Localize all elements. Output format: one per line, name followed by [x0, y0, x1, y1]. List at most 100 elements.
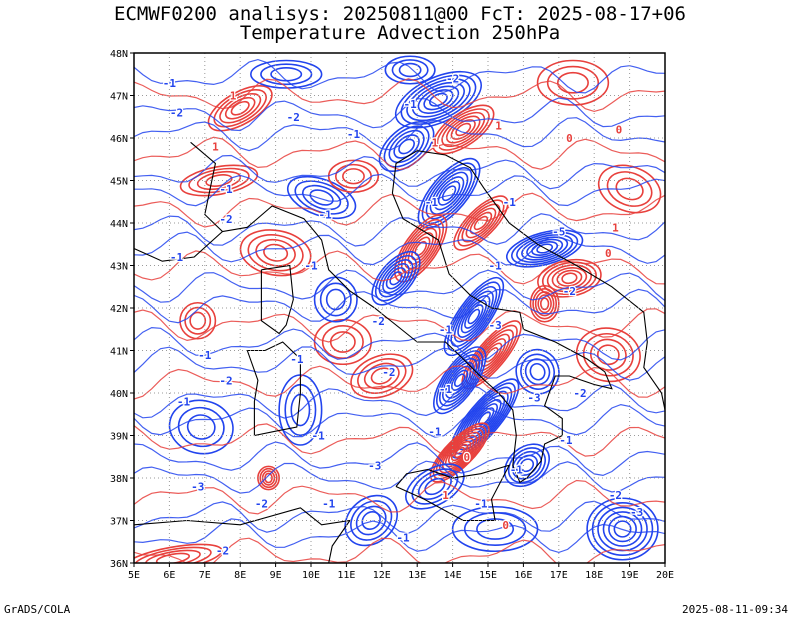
lat-tick-label: 47N: [110, 92, 128, 103]
contour-line: [134, 365, 665, 400]
lat-tick-label: 40N: [110, 389, 128, 400]
contour-label: -2: [372, 315, 385, 328]
contour-line: [613, 520, 632, 538]
contour-label: 1: [495, 119, 502, 132]
contour-line: [586, 497, 659, 561]
contour-line: [503, 443, 550, 488]
contour-line: [134, 192, 665, 228]
contour-line: [536, 59, 610, 106]
contour-layer: [134, 55, 665, 563]
contour-line: [344, 494, 398, 547]
contour-line: [615, 177, 644, 201]
contour-label: -2: [609, 489, 622, 502]
contour-line: [260, 63, 313, 86]
contour-label: -1: [403, 98, 417, 111]
contour-line: [189, 311, 207, 330]
contour-line: [575, 327, 641, 383]
lon-tick-label: 5E: [128, 570, 140, 581]
contour-line: [532, 288, 558, 320]
coastline: [190, 141, 613, 484]
contour-line: [454, 446, 466, 459]
contour-line: [424, 477, 446, 496]
contour-line: [506, 229, 584, 268]
lat-tick-label: 46N: [110, 134, 128, 145]
contour-line: [453, 373, 466, 388]
contour-line: [247, 234, 304, 272]
lon-tick-label: 6E: [163, 570, 175, 581]
contour-label: -1: [198, 349, 212, 362]
contour-label: -1: [219, 183, 233, 196]
contour-line: [463, 394, 506, 443]
contour-label: 0: [616, 124, 623, 137]
lon-tick-label: 11E: [337, 570, 355, 581]
contour-line: [464, 304, 484, 329]
lon-tick-label: 8E: [234, 570, 246, 581]
lon-tick-label: 7E: [199, 570, 211, 581]
contour-line: [378, 259, 414, 298]
contour-line: [433, 346, 487, 415]
contour-label: -2: [287, 111, 300, 124]
lat-tick-label: 39N: [110, 432, 128, 443]
contour-line: [414, 240, 428, 257]
contour-line: [582, 332, 634, 377]
contour-line: [134, 136, 665, 171]
contour-label: 0: [463, 451, 470, 464]
contour-line: [391, 59, 429, 81]
contour-line: [186, 414, 216, 440]
contour-label: -3: [527, 391, 540, 404]
contour-line: [207, 85, 273, 132]
lat-tick-label: 42N: [110, 304, 128, 315]
contour-line: [521, 236, 569, 261]
contour-label: -1: [311, 430, 325, 443]
contour-line: [224, 96, 256, 120]
contour-line: [556, 269, 583, 287]
contour-line: [134, 546, 212, 563]
grid-layer: [134, 53, 665, 563]
contour-label: -1: [425, 196, 439, 209]
lat-tick-label: 45N: [110, 177, 128, 188]
contour-line: [529, 284, 560, 323]
contour-line: [451, 443, 469, 462]
contour-label: -1: [170, 251, 184, 264]
contour-line: [421, 162, 477, 225]
contour-line: [155, 552, 191, 563]
contour-line: [457, 295, 491, 338]
contour-line: [355, 505, 387, 536]
contour-line: [257, 465, 280, 491]
contour-line: [213, 89, 267, 128]
coastline-layer: [134, 141, 665, 563]
contour-line: [134, 479, 665, 515]
contour-line: [596, 344, 620, 366]
contour-line: [546, 65, 600, 100]
contour-line: [400, 74, 477, 125]
contour-line: [539, 297, 550, 311]
contour-line: [144, 549, 201, 563]
axis-labels: 5E 6E 7E 8E 9E 10E 11E 12E 13E 14E 15E 16E 17E 18E 19E…: [110, 49, 674, 581]
contour-line: [134, 423, 665, 457]
contour-line: [219, 92, 262, 124]
contour-line: [286, 175, 357, 220]
contour-line: [478, 411, 491, 426]
contour-label: 1: [432, 136, 439, 149]
lon-tick-label: 15E: [479, 570, 497, 581]
contour-line: [188, 167, 250, 194]
contour-label: -1: [428, 425, 442, 438]
contour-label: -1: [347, 128, 361, 141]
contour-label: -2: [382, 366, 395, 379]
contour-line: [184, 306, 212, 335]
lon-tick-label: 17E: [550, 570, 568, 581]
render-timestamp: 2025-08-11-09:34: [682, 603, 788, 616]
contour-line: [531, 241, 559, 256]
contour-line: [597, 164, 662, 214]
contour-line: [453, 290, 494, 343]
lon-tick-label: 9E: [270, 570, 282, 581]
contour-line: [511, 231, 579, 266]
contour-label: -1: [439, 323, 453, 336]
contour-line: [371, 250, 421, 306]
lat-tick-label: 37N: [110, 517, 128, 528]
contour-label: -5: [552, 226, 565, 239]
contour-line: [134, 537, 665, 563]
coastline: [134, 231, 223, 262]
contour-label: -1: [319, 209, 333, 222]
